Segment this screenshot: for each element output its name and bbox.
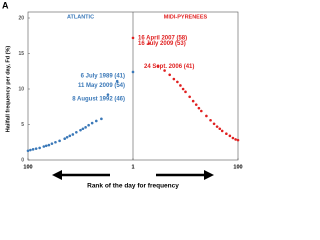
y-axis-title: Hailfall frequency per day, Fd (%) [5, 46, 11, 133]
point [63, 137, 66, 140]
point [218, 127, 222, 131]
point [87, 123, 90, 127]
point [29, 148, 32, 152]
point [220, 129, 224, 133]
point [205, 114, 208, 118]
point [84, 126, 87, 129]
legend-label: ATLANTIC [67, 14, 94, 20]
right-arrow [156, 170, 214, 180]
point [179, 84, 182, 87]
point [176, 80, 179, 84]
legend-label: MIDI-PYRENEES [164, 14, 208, 20]
annotation: 11 May 2009 (54) [78, 83, 125, 89]
left-arrow [52, 170, 110, 180]
y-tick-label: 5 [21, 122, 24, 128]
annotation: 16 July 2009 (53) [138, 41, 186, 47]
x-tick-label: 100 [233, 164, 242, 170]
annotation: 6 July 1989 (41) [81, 74, 125, 80]
point [31, 148, 35, 151]
point [200, 109, 203, 113]
point [79, 128, 82, 132]
point [54, 140, 57, 144]
point [197, 106, 201, 110]
x-tick-label: 1 [131, 164, 134, 170]
point [131, 70, 135, 74]
point [95, 119, 98, 123]
point [106, 93, 110, 96]
y-tick-label: 15 [18, 51, 24, 57]
point [236, 138, 240, 142]
x-tick-label: 100 [23, 164, 32, 170]
point [147, 42, 151, 45]
point [131, 36, 135, 40]
y-tick-label: 20 [18, 15, 24, 21]
y-tick-label: 10 [18, 86, 24, 92]
chart: A Rank of the day for frequency Hailfall… [2, 0, 243, 190]
point [100, 117, 103, 121]
panel-label: A [2, 0, 9, 10]
point [65, 135, 69, 139]
point [34, 147, 38, 150]
point [81, 127, 85, 131]
point [228, 134, 232, 138]
point [75, 131, 78, 134]
point [47, 143, 51, 147]
point [90, 121, 94, 125]
point [231, 136, 235, 140]
point [172, 77, 176, 81]
point [225, 132, 228, 136]
point [115, 79, 119, 83]
point [26, 149, 30, 153]
point [168, 73, 171, 77]
point [163, 69, 166, 72]
point [181, 87, 185, 91]
point [44, 144, 48, 148]
point [194, 103, 198, 106]
annotation: 24 Sept. 2006 (41) [144, 64, 194, 70]
point [71, 133, 75, 136]
annotation: 8 August 1992 (46) [72, 96, 125, 102]
point [191, 99, 195, 103]
point [50, 142, 54, 145]
point [58, 139, 61, 143]
annotation: 16 April 2007 (58) [138, 35, 187, 41]
point [215, 125, 219, 128]
x-axis-title: Rank of the day for frequency [87, 183, 179, 190]
point [38, 146, 41, 150]
point [234, 138, 237, 141]
y-tick-label: 0 [21, 157, 24, 163]
point [209, 118, 212, 122]
point [184, 90, 187, 94]
point [188, 95, 191, 99]
point [212, 122, 216, 126]
point [42, 145, 46, 148]
point [156, 64, 160, 68]
point [68, 134, 72, 138]
